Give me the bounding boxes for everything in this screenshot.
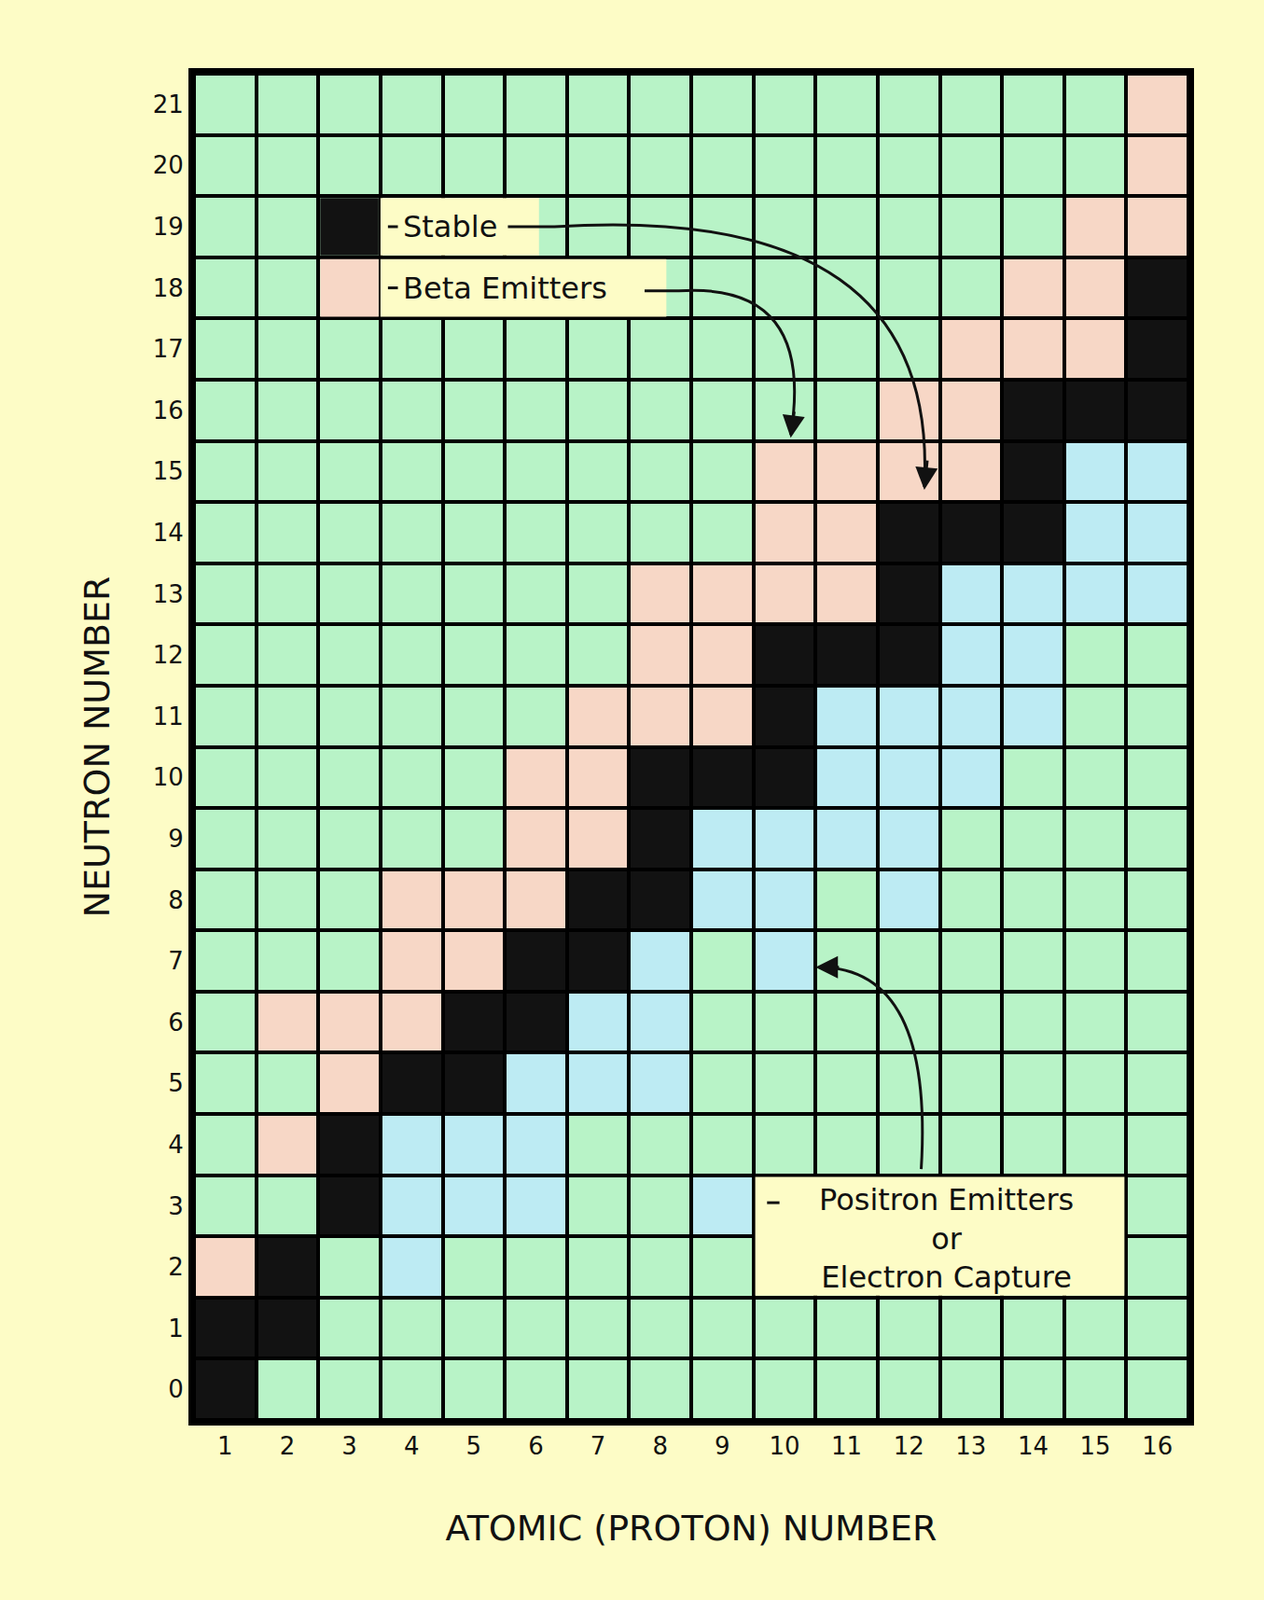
svg-text:20: 20	[152, 151, 184, 180]
svg-text:13: 13	[152, 580, 184, 609]
svg-text:8: 8	[652, 1431, 668, 1460]
svg-text:10: 10	[152, 763, 184, 792]
svg-text:14: 14	[1017, 1431, 1049, 1460]
svg-text:NEUTRON NUMBER: NEUTRON NUMBER	[76, 576, 118, 918]
svg-text:12: 12	[893, 1431, 925, 1460]
svg-text:14: 14	[152, 518, 184, 547]
svg-text:12: 12	[152, 640, 184, 669]
svg-text:3: 3	[167, 1192, 184, 1221]
svg-text:18: 18	[152, 274, 184, 303]
svg-text:Stable: Stable	[402, 208, 498, 245]
svg-text:2: 2	[167, 1252, 184, 1281]
svg-text:9: 9	[714, 1431, 731, 1460]
svg-text:2: 2	[279, 1431, 296, 1460]
svg-text:5: 5	[167, 1069, 184, 1098]
svg-text:11: 11	[831, 1431, 862, 1460]
svg-text:7: 7	[167, 946, 184, 975]
svg-text:1: 1	[217, 1431, 234, 1460]
svg-text:8: 8	[167, 886, 184, 915]
svg-text:ATOMIC (PROTON) NUMBER: ATOMIC (PROTON) NUMBER	[445, 1507, 938, 1549]
svg-text:3: 3	[341, 1431, 358, 1460]
svg-text:4: 4	[403, 1431, 420, 1460]
svg-text:6: 6	[527, 1431, 544, 1460]
svg-text:16: 16	[152, 396, 184, 425]
svg-text:19: 19	[152, 212, 184, 241]
svg-text:4: 4	[167, 1130, 184, 1159]
svg-text:15: 15	[1080, 1431, 1112, 1460]
svg-text:10: 10	[768, 1431, 800, 1460]
svg-text:1: 1	[167, 1314, 184, 1343]
svg-text:7: 7	[590, 1431, 607, 1460]
svg-text:21: 21	[152, 90, 184, 119]
svg-text:13: 13	[955, 1431, 987, 1460]
svg-text:Positron EmittersorElectron Ca: Positron EmittersorElectron Capture	[819, 1181, 1074, 1295]
svg-text:5: 5	[466, 1431, 483, 1460]
svg-text:11: 11	[152, 702, 184, 731]
svg-text:17: 17	[152, 334, 184, 363]
svg-text:16: 16	[1141, 1431, 1173, 1460]
svg-text:Beta Emitters: Beta Emitters	[402, 270, 608, 306]
svg-text:15: 15	[152, 457, 184, 486]
svg-text:6: 6	[167, 1008, 184, 1037]
svg-text:9: 9	[167, 824, 184, 853]
svg-text:0: 0	[167, 1375, 184, 1403]
